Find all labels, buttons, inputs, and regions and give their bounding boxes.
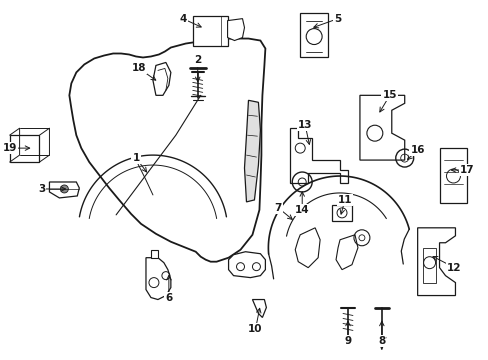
Circle shape xyxy=(61,185,68,193)
Text: 2: 2 xyxy=(194,55,201,66)
Polygon shape xyxy=(252,300,266,318)
Polygon shape xyxy=(439,148,467,203)
Polygon shape xyxy=(417,228,454,296)
Text: 16: 16 xyxy=(409,145,424,155)
Text: 5: 5 xyxy=(334,14,341,24)
Polygon shape xyxy=(244,100,260,202)
Polygon shape xyxy=(290,128,347,183)
Polygon shape xyxy=(192,15,227,45)
Polygon shape xyxy=(49,182,79,198)
Polygon shape xyxy=(151,250,158,258)
Text: 8: 8 xyxy=(377,336,385,346)
Polygon shape xyxy=(331,205,351,221)
Text: 14: 14 xyxy=(294,205,309,215)
Text: 1: 1 xyxy=(132,153,140,163)
Text: 7: 7 xyxy=(274,203,282,213)
Polygon shape xyxy=(10,135,40,162)
Text: 11: 11 xyxy=(337,195,351,205)
Polygon shape xyxy=(228,252,265,278)
Text: 19: 19 xyxy=(2,143,17,153)
Text: 6: 6 xyxy=(165,293,172,302)
Polygon shape xyxy=(69,39,265,262)
Text: 10: 10 xyxy=(248,324,262,334)
Polygon shape xyxy=(227,19,244,41)
Text: 17: 17 xyxy=(459,165,474,175)
Text: 3: 3 xyxy=(38,184,45,194)
Polygon shape xyxy=(422,248,435,283)
Polygon shape xyxy=(300,13,327,58)
Polygon shape xyxy=(153,62,170,95)
Polygon shape xyxy=(335,235,357,270)
Polygon shape xyxy=(295,228,320,268)
Polygon shape xyxy=(359,95,404,160)
Text: 4: 4 xyxy=(179,14,186,24)
Text: 12: 12 xyxy=(447,263,461,273)
Text: 15: 15 xyxy=(382,90,396,100)
Text: 18: 18 xyxy=(131,63,146,73)
Text: 13: 13 xyxy=(297,120,312,130)
Polygon shape xyxy=(146,258,170,300)
Text: 9: 9 xyxy=(344,336,351,346)
